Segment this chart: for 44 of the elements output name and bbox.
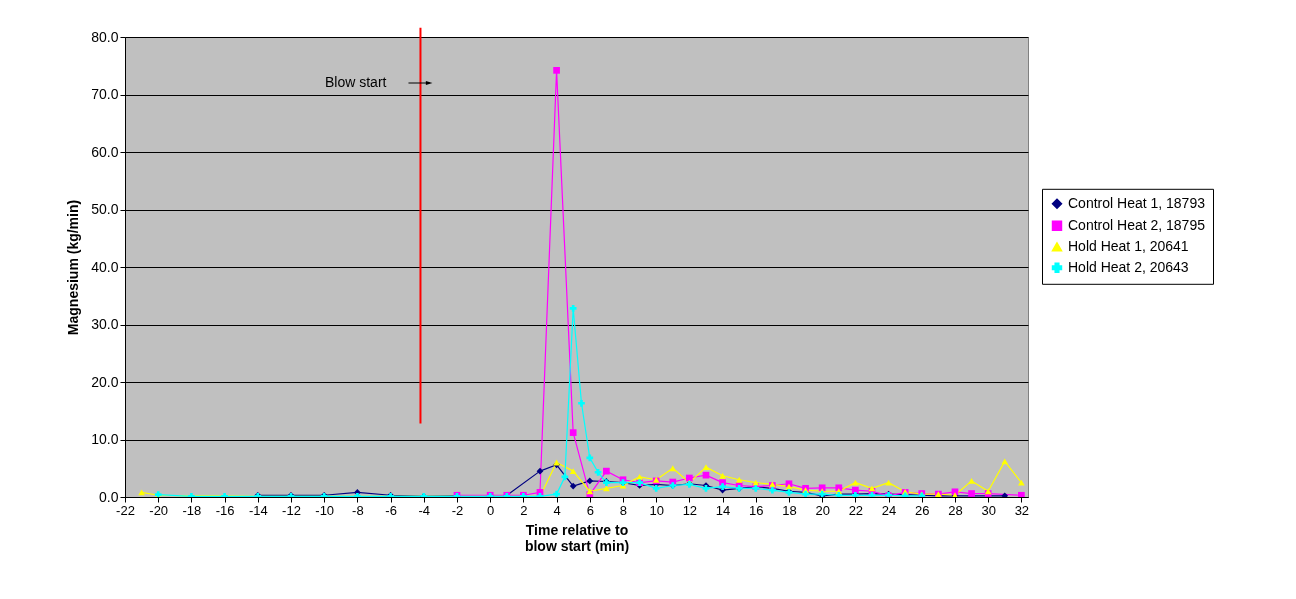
x-tick-label: 6	[586, 502, 594, 518]
x-tick-label: 22	[848, 502, 864, 518]
y-tick-label: 30.0	[91, 316, 119, 332]
x-tick-label: 30	[981, 502, 996, 518]
x-axis-title: Time relative to blow start (min)	[524, 521, 630, 554]
x-tick-label: -2	[451, 502, 464, 518]
y-tick-label: 50.0	[91, 201, 119, 217]
x-tick-label: 14	[715, 502, 731, 518]
legend-label: Control Heat 1, 18793	[1068, 194, 1206, 211]
y-tick-label: 80.0	[91, 28, 119, 45]
legend-label: Control Heat 2, 18795	[1068, 216, 1206, 233]
y-tick-label: 0.0	[99, 488, 119, 505]
y-tick-label: 40.0	[91, 258, 119, 275]
x-tick-label: 32	[1014, 502, 1030, 518]
x-tick-label: 26	[915, 502, 930, 518]
x-tick-label: 18	[782, 502, 797, 518]
x-tick-label: 8	[619, 502, 628, 518]
x-tick-label: -10	[315, 502, 335, 518]
x-tick-label: 16	[749, 502, 764, 518]
x-tick-label: -6	[385, 502, 397, 518]
x-tick-label: 10	[649, 502, 664, 518]
x-tick-label: 4	[553, 502, 561, 518]
x-tick-label: -16	[215, 502, 235, 518]
legend-label: Hold Heat 2, 20643	[1068, 258, 1189, 275]
x-tick-label: -12	[282, 502, 301, 518]
y-tick-label: 60.0	[91, 143, 119, 160]
x-tick-label: -8	[352, 502, 364, 518]
y-tick-label: 70.0	[91, 86, 119, 102]
ref-line-label: Blow start	[325, 74, 387, 90]
x-tick-label: 24	[881, 502, 897, 518]
legend-label: Hold Heat 1, 20641	[1068, 237, 1189, 254]
x-tick-label: -20	[149, 502, 169, 518]
x-tick-label: 2	[520, 502, 528, 518]
y-tick-label: 20.0	[91, 373, 119, 390]
x-tick-label: -22	[116, 502, 135, 518]
x-tick-label: 28	[948, 502, 963, 518]
x-tick-label: 0	[487, 502, 495, 518]
x-tick-label: 20	[815, 502, 830, 518]
y-axis-title: Magnesium (kg/min)	[65, 199, 82, 336]
x-tick-label: -18	[182, 502, 202, 518]
x-tick-label: -14	[248, 502, 268, 518]
x-tick-label: 12	[682, 502, 698, 518]
x-tick-label: -4	[418, 502, 431, 518]
y-tick-label: 10.0	[91, 431, 119, 447]
